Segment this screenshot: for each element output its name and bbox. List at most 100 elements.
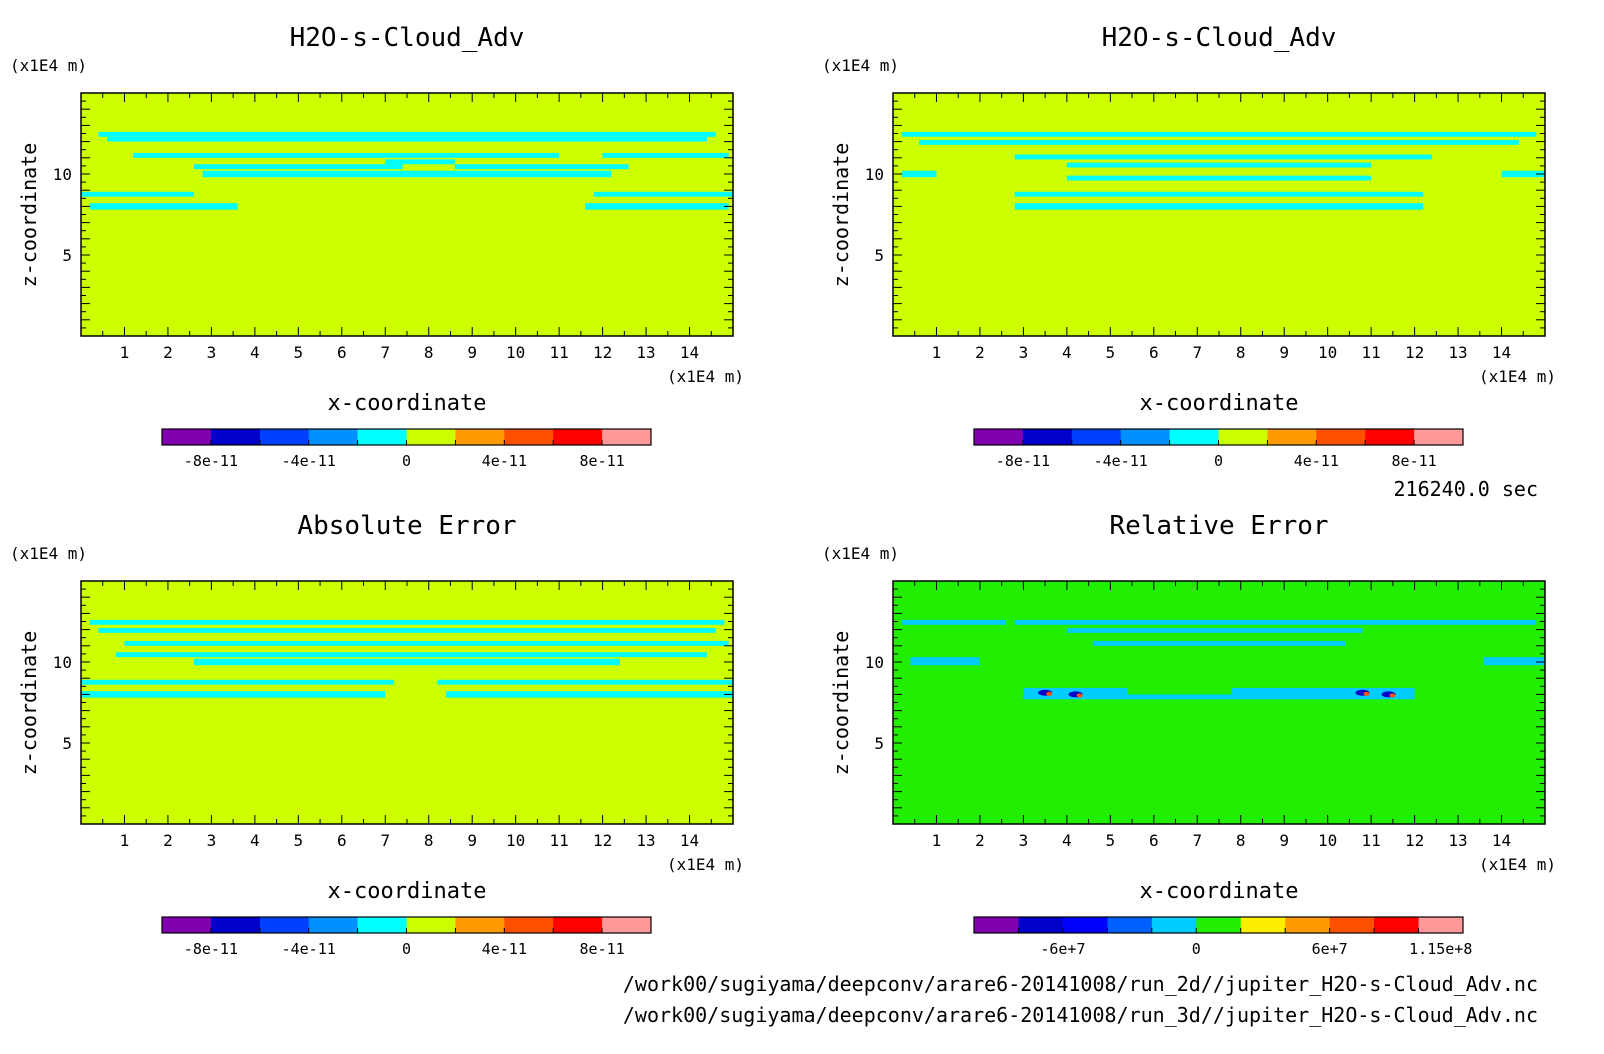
colorbar-swatch xyxy=(1120,429,1171,445)
x-tick-label: 13 xyxy=(636,831,655,850)
contour-band xyxy=(1014,619,1537,625)
colorbar-label: -8e-11 xyxy=(184,452,238,470)
colorbar-label: -4e-11 xyxy=(1094,452,1148,470)
contour-band xyxy=(385,159,455,165)
x-tick-label: 12 xyxy=(1405,831,1424,850)
contour-band xyxy=(98,131,716,137)
contour-hotspot-core xyxy=(1389,693,1396,698)
x-axis-label: x-coordinate xyxy=(1140,391,1299,416)
colorbar-swatch xyxy=(553,429,603,445)
x-tick-label: 6 xyxy=(337,831,347,850)
contour-band xyxy=(602,152,729,158)
x-tick-label: 2 xyxy=(975,831,985,850)
y-tick-label: 5 xyxy=(874,246,884,265)
colorbar-label: 4e-11 xyxy=(482,940,527,958)
chart-panel-2: H2O-s-Cloud_Adv(x1E4 m)1 2 3 4 5 6 7 8 9 10 11 12 13… xyxy=(822,23,1556,470)
x-tick-label: 7 xyxy=(380,343,390,362)
plot-area xyxy=(893,93,1545,336)
x-tick-label: 7 xyxy=(380,831,390,850)
contour-band xyxy=(1014,154,1432,160)
x-tick-label: 3 xyxy=(207,343,217,362)
chart-title: Relative Error xyxy=(1109,511,1328,541)
chart-title: Absolute Error xyxy=(297,511,516,541)
colorbar-swatch xyxy=(259,429,310,445)
contour-band xyxy=(133,152,560,158)
x-unit-label: (x1E4 m) xyxy=(667,855,744,874)
colorbar-swatch xyxy=(1365,429,1415,445)
chart-panel-1: H2O-s-Cloud_Adv(x1E4 m)1 2 3 4 5 6 7 8 9 10 11 12 13… xyxy=(10,23,744,470)
x-tick-label: 8 xyxy=(1236,343,1246,362)
colorbar-swatch xyxy=(504,917,554,933)
x-unit-label: (x1E4 m) xyxy=(667,367,744,386)
contour-band xyxy=(1484,657,1545,666)
y-tick-label: 5 xyxy=(62,734,72,753)
colorbar-swatch xyxy=(259,917,310,933)
contour-band xyxy=(194,658,620,666)
x-tick-label: 1 xyxy=(120,831,130,850)
colorbar-swatch xyxy=(406,429,456,445)
x-tick-label: 9 xyxy=(1279,343,1289,362)
colorbar-label: 0 xyxy=(402,940,411,958)
colorbar-label: -4e-11 xyxy=(282,940,336,958)
x-tick-label: 2 xyxy=(163,831,173,850)
x-tick-label: 8 xyxy=(424,343,434,362)
x-tick-label: 8 xyxy=(1236,831,1246,850)
x-axis-label: x-coordinate xyxy=(1140,879,1299,904)
x-tick-label: 5 xyxy=(1106,343,1116,362)
colorbar-swatch xyxy=(1240,917,1286,933)
x-axis-label: x-coordinate xyxy=(328,391,487,416)
x-tick-label: 7 xyxy=(1192,831,1202,850)
colorbar-swatch xyxy=(1107,917,1153,933)
colorbar-label: 4e-11 xyxy=(1294,452,1339,470)
contour-band xyxy=(901,170,937,178)
x-tick-label: 4 xyxy=(1062,343,1072,362)
contour-band xyxy=(1066,627,1363,633)
colorbar-swatch xyxy=(162,917,212,933)
x-tick-label: 12 xyxy=(593,831,612,850)
contour-band xyxy=(1014,191,1424,197)
contour-band xyxy=(1023,687,1128,695)
x-tick-label: 11 xyxy=(1362,831,1381,850)
x-tick-label: 9 xyxy=(467,831,477,850)
colorbar-swatch xyxy=(1316,429,1366,445)
chart-title: H2O-s-Cloud_Adv xyxy=(290,23,525,53)
colorbar-label: 8e-11 xyxy=(580,940,625,958)
x-tick-label: 14 xyxy=(680,343,699,362)
colorbar-label: 8e-11 xyxy=(580,452,625,470)
contour-band xyxy=(81,679,394,685)
contour-band xyxy=(910,657,980,666)
y-axis-label: z-coordinate xyxy=(17,631,41,776)
x-tick-label: 5 xyxy=(294,343,304,362)
colorbar-swatch xyxy=(1062,917,1108,933)
colorbar-swatch xyxy=(455,917,505,933)
colorbar-label: 4e-11 xyxy=(482,452,527,470)
x-tick-label: 3 xyxy=(1019,831,1029,850)
x-tick-label: 7 xyxy=(1192,343,1202,362)
contour-band xyxy=(1023,694,1415,700)
colorbar-swatch xyxy=(1071,429,1122,445)
x-tick-label: 3 xyxy=(207,831,217,850)
contour-band xyxy=(901,131,1537,137)
x-tick-label: 1 xyxy=(932,831,942,850)
x-tick-label: 6 xyxy=(1149,343,1159,362)
colorbar-label: 1.15e+8 xyxy=(1409,940,1472,958)
x-tick-label: 12 xyxy=(593,343,612,362)
colorbar-swatch xyxy=(210,429,261,445)
colorbar-swatch xyxy=(974,429,1024,445)
x-tick-label: 3 xyxy=(1019,343,1029,362)
x-tick-label: 10 xyxy=(1318,831,1337,850)
x-tick-label: 5 xyxy=(294,831,304,850)
y-unit-label: (x1E4 m) xyxy=(10,56,87,75)
x-tick-label: 13 xyxy=(1448,343,1467,362)
x-tick-label: 10 xyxy=(506,343,525,362)
colorbar-swatch xyxy=(357,917,407,933)
y-unit-label: (x1E4 m) xyxy=(822,56,899,75)
y-tick-label: 5 xyxy=(874,734,884,753)
colorbar-swatch xyxy=(1267,429,1317,445)
colorbar-swatch xyxy=(308,917,359,933)
x-tick-label: 4 xyxy=(1062,831,1072,850)
colorbar-label: 6e+7 xyxy=(1312,940,1348,958)
x-tick-label: 14 xyxy=(1492,343,1511,362)
colorbar-swatch xyxy=(162,429,212,445)
